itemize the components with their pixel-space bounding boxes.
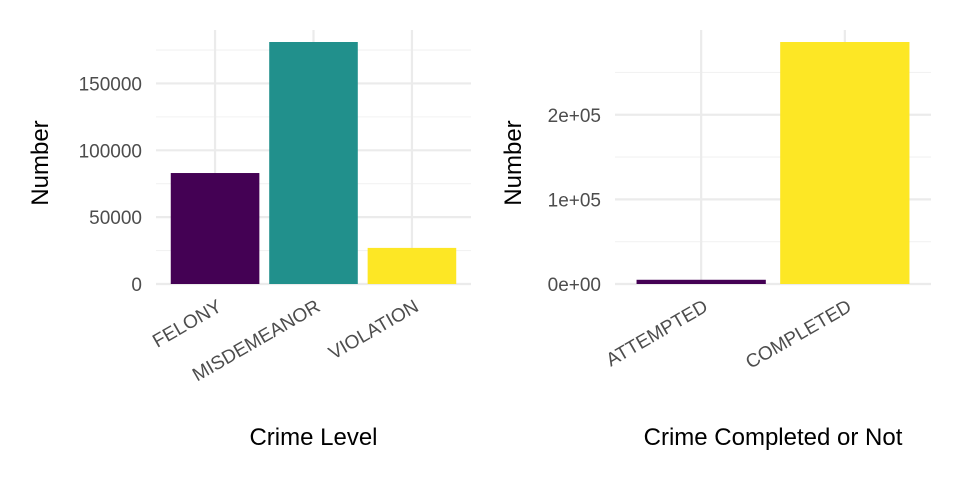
x-axis-title: Crime Completed or Not bbox=[644, 424, 903, 451]
y-tick-label: 0 bbox=[131, 275, 142, 296]
bar-misdemeanor bbox=[269, 42, 358, 284]
bar-attempted bbox=[636, 279, 766, 284]
y-axis-title: Number bbox=[500, 120, 527, 205]
crime-completed-chart: 0e+00 1e+05 2e+05 ATTEMPTED COMPLETED Crime C… bbox=[500, 30, 931, 451]
y-axis-title: Number bbox=[27, 120, 54, 205]
bar-violation bbox=[367, 247, 457, 284]
y-tick-label: 2e+05 bbox=[548, 106, 601, 127]
x-tick-label: VIOLATION bbox=[325, 296, 422, 364]
y-tick-label: 0e+00 bbox=[548, 275, 601, 296]
x-tick-label: ATTEMPTED bbox=[603, 296, 712, 371]
y-tick-label: 50000 bbox=[89, 208, 142, 229]
bar-felony bbox=[170, 173, 260, 284]
x-tick-label: FELONY bbox=[149, 296, 226, 352]
x-axis-title: Crime Level bbox=[249, 424, 377, 451]
y-tick-label: 1e+05 bbox=[548, 190, 601, 211]
bar-completed bbox=[780, 42, 910, 284]
x-tick-label: COMPLETED bbox=[742, 296, 855, 373]
y-tick-label: 100000 bbox=[79, 141, 142, 162]
y-tick-label: 150000 bbox=[79, 74, 142, 95]
